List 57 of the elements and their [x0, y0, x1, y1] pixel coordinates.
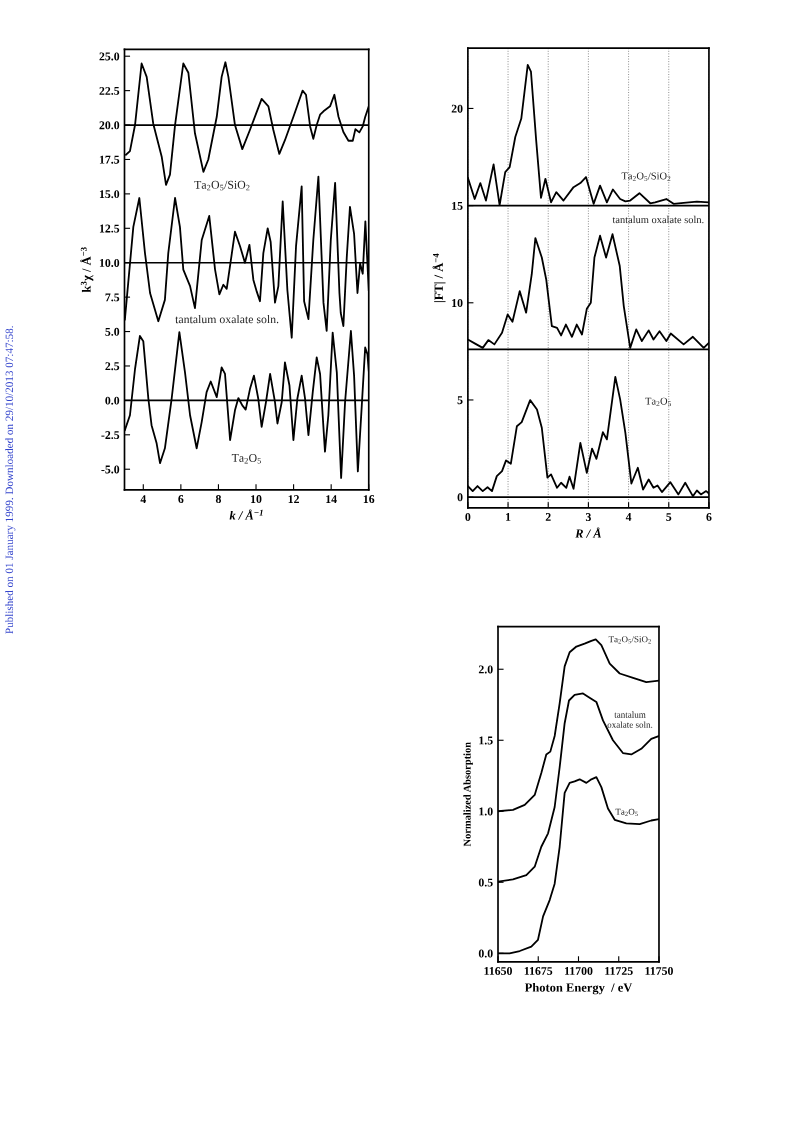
x-tick-label: 8: [215, 495, 221, 504]
series-label: tantalum oxalate soln.: [612, 215, 704, 224]
series-label: Ta$_{2}$O$_{5}$/SiO$_{2}$: [621, 172, 671, 181]
series-label: Ta$_{2}$O$_{5}$/SiO$_{2}$: [608, 636, 651, 644]
y-axis-title: |FT| / Å$^{−4}$: [432, 253, 446, 303]
x-tick-label: 12: [288, 495, 299, 503]
x-tick-label: 4: [625, 513, 632, 521]
y-tick-label: 0.0: [105, 396, 120, 405]
y-tick-label: 10: [452, 299, 463, 307]
series-label: Ta$_{2}$O$_{5}$: [231, 453, 262, 464]
y-tick-label: 0.5: [478, 878, 493, 887]
y-tick-label: 0.0: [478, 949, 493, 958]
x-tick-label: 4: [140, 495, 147, 503]
x-tick-label: 11750: [645, 967, 673, 975]
y-tick-label: 15: [452, 201, 463, 210]
y-tick-label: 1.0: [479, 807, 493, 816]
x-tick-label: 14: [326, 495, 337, 503]
x-tick-label: 11725: [605, 967, 633, 975]
y-tick-label: 20: [451, 104, 463, 113]
x-tick-label: 6: [706, 513, 712, 521]
x-tick-label: 2: [545, 513, 551, 521]
y-tick-label: 1.5: [479, 736, 493, 745]
x-tick-label: 5: [666, 513, 672, 521]
series-label: tantalum oxalate soln.: [175, 314, 279, 324]
x-tick-label: 11650: [484, 967, 512, 975]
x-tick-label: 16: [363, 495, 375, 504]
y-tick-label: -2.5: [101, 431, 120, 440]
y-tick-label: 17.5: [99, 155, 120, 164]
y-tick-label: 15.0: [99, 190, 120, 199]
y-tick-label: 22.5: [99, 86, 120, 95]
y-tick-label: 5.0: [105, 327, 120, 336]
series-label: tantalum oxalate soln.: [607, 711, 653, 728]
y-axis-title: Normalized Absorption: [463, 742, 473, 847]
text: Published on 01 January 1999. Downloaded on 29/10/2013 07:47:58.: [5, 326, 16, 634]
y-tick-label: 2.5: [105, 362, 120, 371]
y-tick-label: 5: [457, 396, 463, 405]
x-axis-title: R / Å: [575, 527, 602, 538]
x-axis-title: Photon Energy / eV: [524, 982, 633, 995]
x-axis-title: k / Å$^{−1}$: [229, 509, 263, 520]
series-label: Ta$_{2}$O$_{5}$: [615, 808, 638, 817]
y-tick-label: 7.5: [105, 293, 120, 302]
y-tick-label: 10.0: [99, 258, 120, 267]
x-tick-label: 10: [251, 495, 262, 504]
y-tick-label: 25.0: [99, 52, 120, 61]
x-tick-label: 0: [465, 513, 471, 521]
x-tick-label: 3: [585, 513, 591, 521]
y-tick-label: -5.0: [101, 465, 120, 474]
y-tick-label: 20.0: [99, 121, 120, 130]
y-tick-label: 2.0: [478, 665, 493, 674]
x-tick-label: 1: [506, 513, 511, 521]
x-tick-label: 6: [178, 495, 184, 504]
text: Ta$_{2}$O$_{5}$: [645, 397, 672, 407]
x-tick-label: 11675: [524, 967, 553, 975]
y-tick-label: 12.5: [99, 224, 120, 233]
x-tick-label: 11700: [565, 967, 593, 975]
series-label: Ta$_{2}$O$_{5}$/SiO$_{2}$: [194, 180, 250, 191]
y-axis-title: k$^{3}$χ / Å$^{−3}$: [80, 247, 94, 293]
